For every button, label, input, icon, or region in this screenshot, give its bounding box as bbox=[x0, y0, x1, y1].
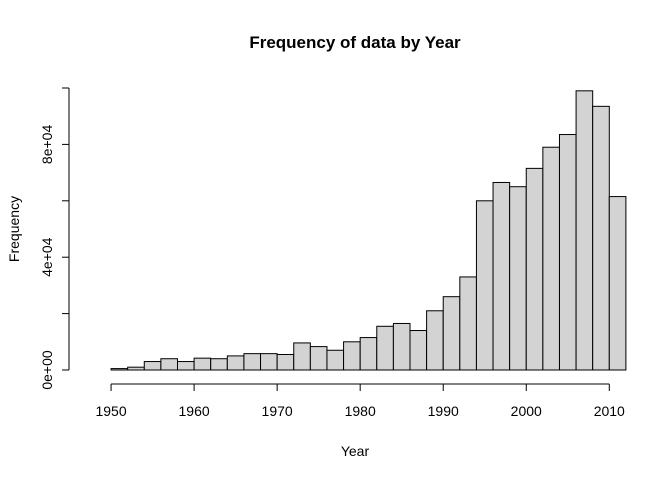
x-axis: 1950 1960 1970 1980 1990 2000 2010 bbox=[95, 383, 625, 419]
x-tick-label-1990: 1990 bbox=[428, 403, 459, 419]
y-axis: 0e+00 4e+04 8e+04 bbox=[39, 87, 70, 390]
x-tick-label-1950: 1950 bbox=[95, 403, 126, 419]
bar-1986 bbox=[409, 330, 428, 371]
bar-1962 bbox=[210, 358, 228, 371]
x-tick-label-2000: 2000 bbox=[511, 403, 542, 419]
bar-2004 bbox=[558, 134, 577, 371]
x-tick-label-1980: 1980 bbox=[345, 403, 376, 419]
bar-1994 bbox=[475, 200, 494, 371]
bar-2000 bbox=[525, 167, 544, 371]
bars-group bbox=[110, 90, 627, 371]
x-axis-label: Year bbox=[341, 443, 370, 459]
bar-2010 bbox=[608, 196, 627, 371]
y-tick-label-80000: 8e+04 bbox=[39, 125, 55, 165]
bar-1984 bbox=[392, 322, 411, 371]
x-tick-label-2010: 2010 bbox=[594, 403, 625, 419]
bar-1950 bbox=[110, 368, 129, 371]
bar-1990 bbox=[442, 296, 461, 371]
bar-1970 bbox=[276, 353, 295, 371]
y-tick-label-0: 0e+00 bbox=[39, 350, 55, 390]
bar-1952 bbox=[127, 366, 145, 371]
bar-1978 bbox=[343, 341, 361, 371]
bar-1956 bbox=[160, 358, 178, 371]
bar-1998 bbox=[509, 186, 527, 371]
bar-2006 bbox=[575, 90, 594, 371]
bar-1992 bbox=[459, 276, 477, 371]
bar-1996 bbox=[492, 181, 511, 371]
y-tick-label-40000: 4e+04 bbox=[39, 237, 55, 277]
bar-1968 bbox=[260, 353, 278, 371]
bar-1964 bbox=[226, 355, 245, 371]
x-tick-label-1970: 1970 bbox=[262, 403, 293, 419]
chart-title: Frequency of data by Year bbox=[249, 33, 461, 52]
bar-1954 bbox=[143, 361, 162, 371]
bar-1958 bbox=[176, 361, 195, 371]
bar-2002 bbox=[542, 146, 560, 371]
y-axis-label: Frequency bbox=[6, 196, 22, 262]
bar-2008 bbox=[592, 105, 610, 371]
bar-1960 bbox=[193, 357, 212, 371]
bar-1972 bbox=[293, 342, 311, 371]
bar-1982 bbox=[376, 325, 394, 371]
bar-1966 bbox=[243, 353, 262, 371]
bar-1980 bbox=[359, 337, 378, 371]
bar-1976 bbox=[326, 349, 345, 371]
bar-1974 bbox=[309, 346, 328, 371]
bar-1988 bbox=[426, 310, 444, 371]
x-tick-label-1960: 1960 bbox=[179, 403, 210, 419]
